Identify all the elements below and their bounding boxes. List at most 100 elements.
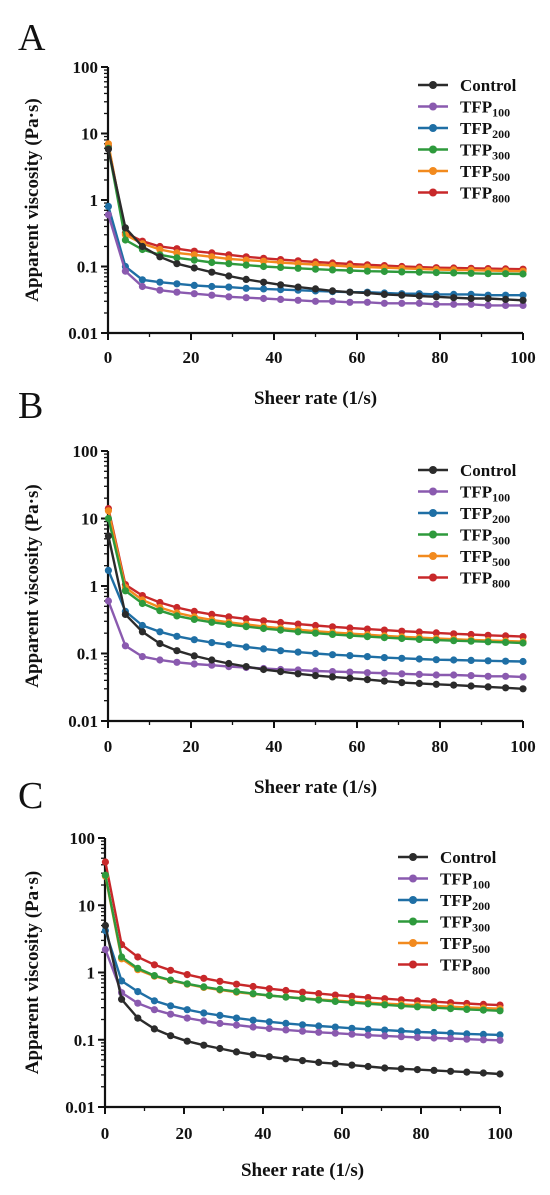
data-point (311, 297, 320, 305)
data-point (430, 1028, 438, 1037)
data-point (450, 637, 458, 645)
data-point (450, 269, 458, 277)
data-point (277, 626, 285, 634)
data-point (380, 654, 388, 662)
data-point (467, 637, 475, 645)
data-point (277, 295, 285, 303)
data-point (479, 1006, 487, 1014)
data-point (519, 673, 527, 681)
data-point (450, 294, 458, 302)
data-point (463, 1030, 471, 1038)
data-point (415, 679, 423, 688)
data-point (380, 677, 388, 685)
data-point (232, 988, 241, 996)
x-tick-label: 20 (183, 348, 200, 367)
data-point (277, 281, 285, 289)
data-point (260, 294, 268, 303)
data-point (315, 1028, 323, 1036)
data-point (138, 599, 146, 608)
data-point (484, 657, 492, 665)
data-point (311, 649, 320, 658)
data-point (447, 1005, 455, 1013)
data-point (415, 670, 423, 679)
y-tick-label: 10 (78, 896, 95, 915)
data-point (381, 1001, 389, 1009)
data-point (150, 972, 158, 980)
data-point (415, 299, 423, 307)
data-point (413, 1028, 421, 1036)
data-point (242, 643, 250, 651)
data-point (447, 1029, 455, 1037)
data-point (249, 1016, 257, 1024)
data-point (101, 921, 109, 930)
data-point (381, 1064, 389, 1072)
legend-swatch-marker (409, 960, 417, 969)
data-point (432, 656, 440, 664)
data-point (496, 1070, 504, 1078)
data-point (450, 630, 458, 638)
data-point (364, 1000, 372, 1008)
data-point (200, 983, 208, 991)
data-point (413, 1003, 421, 1011)
data-point (138, 282, 146, 291)
data-point (173, 260, 181, 268)
data-point (363, 625, 371, 633)
data-point (519, 657, 527, 666)
data-point (118, 995, 126, 1003)
data-point (415, 292, 423, 300)
data-point (380, 669, 388, 677)
data-point (519, 270, 527, 278)
y-tick-label: 0.01 (68, 324, 98, 343)
legend-swatch-marker (429, 487, 437, 496)
legend-swatch-marker (429, 466, 437, 474)
data-point (294, 620, 302, 628)
data-point (232, 1048, 241, 1056)
data-point (249, 990, 257, 998)
data-point (519, 301, 527, 309)
data-point (121, 267, 129, 275)
data-point (118, 977, 126, 985)
panel-letter: A (18, 17, 46, 59)
data-point (519, 296, 527, 304)
data-point (484, 638, 492, 646)
legend-swatch-marker (429, 509, 437, 517)
y-axis-title: Apparent viscosity (Pa·s) (22, 98, 43, 301)
data-point (242, 261, 250, 269)
data-point (484, 683, 492, 691)
data-point (496, 1007, 504, 1015)
data-point (467, 630, 475, 639)
data-point (121, 587, 129, 595)
y-tick-label: 0.01 (68, 712, 98, 731)
legend-swatch-marker (409, 939, 417, 947)
data-point (311, 672, 320, 680)
y-tick-label: 0.01 (65, 1098, 95, 1117)
data-point (432, 636, 440, 644)
data-point (173, 254, 181, 262)
x-tick-label: 40 (266, 348, 283, 367)
data-point (118, 953, 126, 961)
y-tick-label: 0.1 (77, 258, 98, 277)
data-point (260, 285, 268, 293)
data-point (156, 628, 164, 636)
y-tick-label: 10 (81, 125, 98, 144)
data-point (104, 514, 112, 523)
data-point (200, 1009, 208, 1017)
data-point (282, 986, 290, 995)
data-point (183, 980, 191, 988)
data-point (138, 653, 146, 661)
data-point (397, 1065, 405, 1073)
legend-swatch-marker (429, 188, 437, 197)
data-point (208, 661, 216, 669)
data-point (167, 966, 175, 974)
data-point (101, 858, 109, 866)
data-point (450, 671, 458, 679)
data-point (249, 982, 257, 991)
data-point (331, 991, 339, 999)
data-point (225, 620, 233, 629)
data-point (363, 289, 371, 297)
legend-swatch-marker (409, 853, 417, 861)
data-point (173, 603, 181, 612)
y-tick-label: 100 (73, 58, 99, 77)
data-point (346, 266, 354, 275)
data-point (156, 598, 164, 607)
